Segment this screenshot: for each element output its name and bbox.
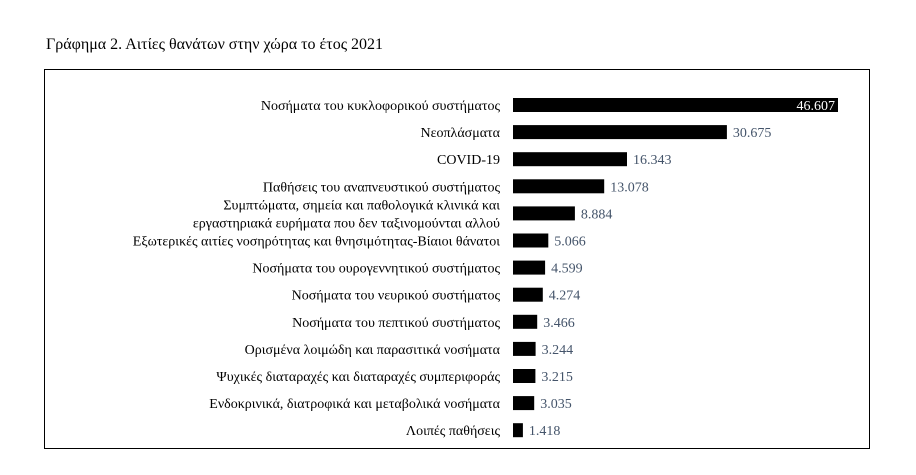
category-label-line: Ορισμένα λοιμώδη και παρασιτικά νοσήματα (245, 343, 501, 358)
value-label-5: 5.066 (554, 235, 586, 250)
bar-5 (513, 233, 549, 248)
bar-3 (513, 179, 605, 194)
bar-10 (513, 369, 536, 383)
category-label-line: Ψυχικές διαταραχές και διαταραχές συμπερ… (216, 370, 500, 385)
value-label-9: 3.244 (542, 343, 574, 358)
bar-2 (513, 152, 627, 167)
value-label-8: 3.466 (543, 316, 575, 331)
value-label-11: 3.035 (540, 397, 572, 412)
bar-6 (513, 260, 546, 275)
category-label-line: Νεοπλάσματα (420, 126, 500, 141)
category-label-11: Ενδοκρινικά, διατροφικά και μεταβολικά ν… (209, 397, 500, 412)
bar-8 (513, 314, 538, 329)
category-label-3: Παθήσεις του αναπνευστικού συστήματος (263, 180, 501, 195)
category-label-0: Νοσήματα του κυκλοφορικού συστήματος (261, 99, 501, 114)
category-label-line: εργαστηριακά ευρήματα που δεν ταξινομούν… (193, 216, 500, 231)
bar-9 (513, 341, 536, 356)
category-label-7: Νοσήματα του νευρικού συστήματος (292, 289, 501, 304)
bar-7 (513, 287, 543, 302)
bar-12 (513, 423, 523, 438)
category-label-8: Νοσήματα του πεπτικού συστήματος (292, 316, 500, 331)
value-label-4: 8.884 (581, 207, 613, 222)
category-label-line: Παθήσεις του αναπνευστικού συστήματος (263, 180, 501, 195)
value-label-12: 1.418 (529, 424, 561, 439)
bar-11 (513, 396, 535, 411)
bar-chart: Νοσήματα του κυκλοφορικού συστήματος 46.6… (133, 98, 838, 439)
value-label-1: 30.675 (733, 126, 772, 141)
value-label-3: 13.078 (610, 180, 649, 195)
category-label-line: Λοιπές παθήσεις (406, 424, 501, 439)
category-label-6: Νοσήματα του ουρογεννητικού συστήματος (252, 262, 500, 277)
category-label-5: Εξωτερικές αιτίες νοσηρότητας και θνησιμ… (133, 235, 500, 250)
category-label-line: Νοσήματα του κυκλοφορικού συστήματος (261, 99, 501, 114)
category-label-1: Νεοπλάσματα (420, 126, 500, 141)
category-label-line: Συμπτώματα, σημεία και παθολογικά κλινικ… (223, 198, 500, 213)
chart-title: Γράφημα 2. Αιτίες θανάτων στην χώρα το έ… (46, 36, 384, 53)
bar-1 (513, 125, 727, 140)
value-label-7: 4.274 (549, 289, 581, 304)
value-label-10: 3.215 (541, 370, 573, 385)
value-label-0: 46.607 (797, 99, 836, 114)
category-label-line: Εξωτερικές αιτίες νοσηρότητας και θνησιμ… (133, 235, 500, 250)
value-label-2: 16.343 (633, 153, 672, 168)
category-label-line: COVID-19 (437, 153, 500, 168)
category-label-line: Ενδοκρινικά, διατροφικά και μεταβολικά ν… (209, 397, 500, 412)
bar-4 (513, 206, 575, 221)
category-label-line: Νοσήματα του ουρογεννητικού συστήματος (252, 262, 500, 277)
bar-0 (513, 98, 838, 112)
chart-area: Νοσήματα του κυκλοφορικού συστήματος 46.6… (44, 69, 870, 449)
category-label-4: Συμπτώματα, σημεία και παθολογικά κλινικ… (193, 198, 500, 231)
category-label-12: Λοιπές παθήσεις (406, 424, 501, 439)
category-label-2: COVID-19 (437, 153, 500, 168)
category-label-10: Ψυχικές διαταραχές και διαταραχές συμπερ… (216, 370, 500, 385)
category-label-line: Νοσήματα του πεπτικού συστήματος (292, 316, 500, 331)
category-label-9: Ορισμένα λοιμώδη και παρασιτικά νοσήματα (245, 343, 501, 358)
category-label-line: Νοσήματα του νευρικού συστήματος (292, 289, 501, 304)
value-label-6: 4.599 (551, 262, 583, 277)
